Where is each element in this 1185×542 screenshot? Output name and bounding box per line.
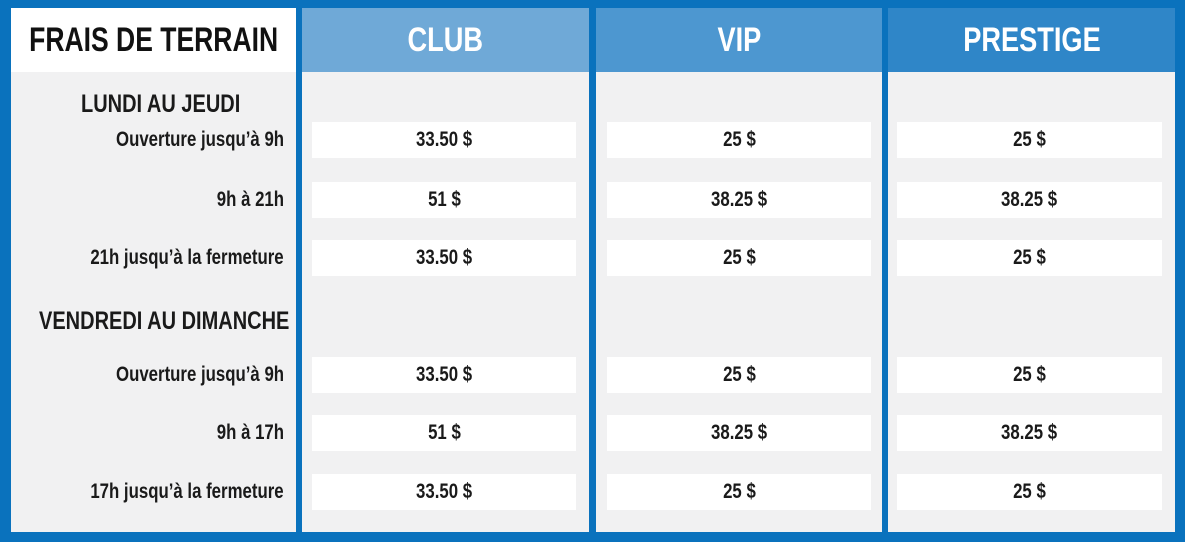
price-cell: 33.50 $ [312,122,576,158]
price-cell: 38.25 $ [607,415,871,451]
tier-header-vip: VIP [596,8,882,72]
row-label: Ouverture jusqu’à 9h [115,128,284,151]
price-value: 25 $ [722,480,756,503]
price-cell: 33.50 $ [312,357,576,393]
tier-name: CLUB [407,20,484,59]
price-value: 51 $ [427,188,461,211]
price-cell: 25 $ [897,240,1162,276]
price-value: 51 $ [427,421,461,444]
tier-name: PRESTIGE [962,20,1101,59]
price-value: 25 $ [722,246,756,269]
tier-column-prestige: PRESTIGE 25 $ 38.25 $ 25 $ 25 $ 38.25 $ … [888,8,1175,532]
tier-column-vip: VIP 25 $ 38.25 $ 25 $ 25 $ 38.25 $ 25 $ [596,8,882,532]
price-value: 33.50 $ [415,480,473,503]
price-cell: 33.50 $ [312,240,576,276]
price-value: 38.25 $ [1001,421,1058,444]
price-value: 33.50 $ [415,246,473,269]
price-value: 33.50 $ [415,128,473,151]
price-value: 25 $ [1013,128,1046,151]
row-label: 21h jusqu’à la fermeture [90,246,284,269]
price-cell: 25 $ [607,357,871,393]
price-cell: 38.25 $ [897,182,1162,218]
price-cell: 25 $ [897,122,1162,158]
price-value: 25 $ [722,128,756,151]
tier-header-club: CLUB [302,8,589,72]
price-value: 25 $ [1013,246,1046,269]
price-value: 25 $ [722,363,756,386]
price-cell: 38.25 $ [897,415,1162,451]
label-column: FRAIS DE TERRAIN LUNDI AU JEUDI Ouvertur… [11,8,296,532]
price-cell: 33.50 $ [312,474,576,510]
price-cell: 25 $ [607,122,871,158]
row-label: Ouverture jusqu’à 9h [115,363,284,386]
price-cell: 25 $ [897,357,1162,393]
tier-column-club: CLUB 33.50 $ 51 $ 33.50 $ 33.50 $ 51 $ 3… [302,8,589,532]
table-title: FRAIS DE TERRAIN [29,20,279,59]
row-label: 17h jusqu’à la fermeture [90,480,284,503]
section-title-weekdays: LUNDI AU JEUDI [81,90,241,118]
table-title-cell: FRAIS DE TERRAIN [11,8,296,72]
section-title-weekend: VENDREDI AU DIMANCHE [39,307,290,335]
price-value: 38.25 $ [1001,188,1058,211]
price-cell: 25 $ [607,240,871,276]
tier-name: VIP [717,20,761,59]
price-value: 33.50 $ [415,363,473,386]
tier-header-prestige: PRESTIGE [888,8,1175,72]
price-cell: 38.25 $ [607,182,871,218]
row-label: 9h à 17h [216,421,284,444]
price-value: 25 $ [1013,480,1046,503]
price-cell: 25 $ [607,474,871,510]
price-cell: 25 $ [897,474,1162,510]
price-cell: 51 $ [312,415,576,451]
price-value: 38.25 $ [710,421,768,444]
row-label: 9h à 21h [216,188,284,211]
price-cell: 51 $ [312,182,576,218]
price-value: 38.25 $ [710,188,768,211]
price-value: 25 $ [1013,363,1046,386]
